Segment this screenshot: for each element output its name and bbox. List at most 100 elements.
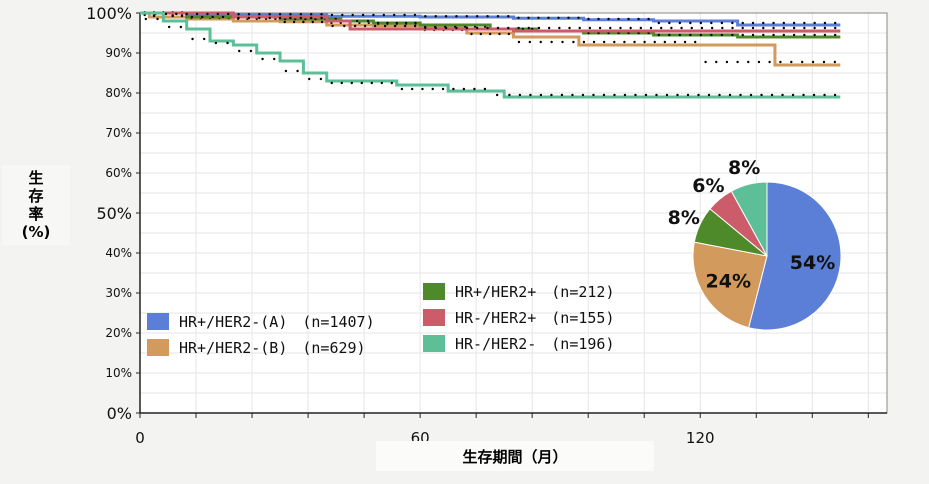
censor-mark (779, 60, 782, 64)
censor-mark (392, 13, 396, 17)
y-tick-label: 30% (105, 286, 132, 300)
y-tick-label: 80% (105, 86, 132, 100)
censor-mark (550, 93, 553, 97)
legend-swatch (423, 282, 445, 300)
censor-mark (319, 77, 323, 81)
censor-mark (320, 20, 324, 24)
censor-mark (167, 25, 171, 29)
censor-mark (772, 26, 775, 30)
censor-mark (486, 26, 489, 30)
censor-mark (613, 93, 616, 97)
censor-mark (813, 21, 816, 25)
censor-mark (592, 40, 596, 44)
censor-mark (772, 33, 775, 37)
censor-mark (578, 26, 581, 30)
censor-mark (431, 87, 434, 91)
censor-mark (268, 13, 271, 16)
y-axis-title: 生 存 率 (%) (2, 165, 70, 245)
y-tick-label: 10% (105, 366, 132, 380)
censor-mark (802, 93, 805, 97)
censor-mark (567, 16, 570, 19)
censor-mark (678, 33, 682, 37)
censor-mark (400, 87, 404, 91)
censor-mark (475, 15, 479, 18)
censor-mark (370, 81, 373, 85)
censor-mark (689, 33, 692, 37)
censor-mark (311, 20, 314, 24)
y-tick-label: 90% (105, 46, 132, 60)
censor-mark (689, 21, 692, 25)
censor-mark (699, 21, 703, 25)
censor-mark (496, 26, 500, 30)
legend-label: HR+/HER2-(B) (n=629) (179, 338, 366, 357)
legend-label: HR+/HER2+ (n=212) (455, 282, 615, 301)
censor-mark (757, 60, 761, 64)
pie-slice (747, 181, 842, 331)
series-line (140, 11, 841, 33)
censor-mark (725, 60, 729, 64)
censor-mark (791, 93, 795, 97)
censor-mark (299, 13, 303, 16)
censor-mark (665, 93, 669, 97)
censor-mark (550, 40, 553, 44)
censor-mark (410, 87, 414, 91)
censor-mark (602, 40, 606, 44)
censor-mark (444, 26, 448, 30)
pie-label: 8% (668, 207, 700, 229)
censor-mark (721, 26, 724, 30)
censor-mark (308, 77, 311, 81)
censor-mark (660, 26, 663, 30)
censor-mark (678, 21, 682, 25)
legend-label: HR-/HER2+ (n=155) (455, 308, 615, 327)
censor-mark (697, 93, 700, 97)
censor-mark (296, 69, 299, 73)
censor-mark (393, 24, 397, 28)
y-tick-label: 0% (107, 404, 132, 423)
censor-mark (382, 13, 386, 17)
censor-mark (360, 81, 363, 85)
legend-item: HR+/HER2-(A) (n=1407) (147, 308, 375, 334)
censor-mark (812, 93, 816, 97)
censor-mark (833, 60, 837, 64)
censor-mark (633, 40, 636, 44)
censor-mark (268, 16, 271, 20)
censor-mark (747, 60, 750, 64)
censor-mark (299, 16, 303, 20)
censor-mark (792, 33, 796, 37)
censor-mark (731, 26, 734, 30)
censor-mark (495, 93, 499, 97)
censor-mark (284, 69, 288, 73)
y-tick-label: 60% (105, 166, 132, 180)
censor-mark (403, 13, 406, 17)
censor-mark (644, 93, 648, 97)
censor-mark (414, 21, 417, 25)
censor-mark (247, 16, 251, 20)
censor-mark (413, 24, 417, 28)
censor-mark (762, 33, 765, 37)
censor-mark (351, 13, 354, 17)
censor-mark (421, 87, 424, 91)
censor-mark (613, 40, 616, 44)
censor-mark (749, 93, 753, 97)
censor-mark (833, 93, 837, 97)
censor-mark (258, 16, 261, 20)
censor-mark (770, 93, 774, 97)
censor-mark (434, 26, 437, 30)
censor-mark (395, 21, 398, 25)
censor-mark (434, 15, 437, 18)
censor-mark (353, 24, 357, 28)
legend-label: HR-/HER2- (n=196) (455, 334, 615, 353)
legend-swatch (423, 308, 445, 326)
censor-mark (340, 81, 343, 85)
x-axis-title: 生存期間（月） (376, 441, 654, 471)
censor-mark (803, 26, 806, 30)
censor-mark (647, 17, 650, 21)
censor-mark (247, 13, 251, 16)
censor-mark (539, 93, 543, 97)
censor-mark (413, 13, 417, 17)
pie-slice (692, 241, 768, 329)
censor-mark (803, 33, 806, 37)
censor-mark (762, 26, 765, 30)
censor-mark (507, 32, 511, 36)
censor-mark (278, 16, 282, 20)
